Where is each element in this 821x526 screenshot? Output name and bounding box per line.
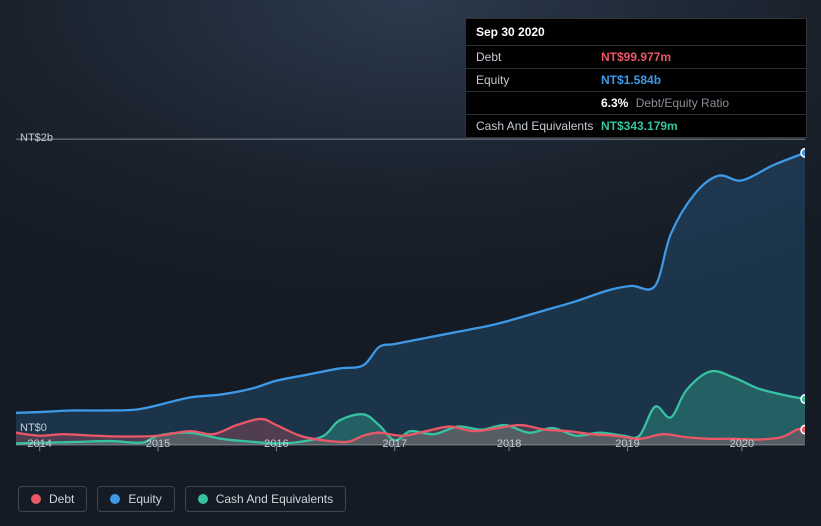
tooltip-row: Cash And EquivalentsNT$343.179m [466,115,806,137]
legend-item[interactable]: Equity [97,486,174,512]
tooltip-row-value: NT$1.584b [601,73,661,87]
y-axis-label: NT$2b [20,132,53,144]
legend-swatch [110,494,120,504]
legend-label: Debt [49,492,74,506]
chart-area[interactable]: NT$0 NT$2b 2014 2015 2016 2017 2018 2019 2020 [16,118,805,466]
chart-legend: Debt Equity Cash And Equivalents [18,486,346,512]
tooltip-row-label [476,96,601,110]
tooltip-row-label: Debt [476,50,601,64]
legend-swatch [31,494,41,504]
legend-item[interactable]: Cash And Equivalents [185,486,346,512]
tooltip-row: 6.3% Debt/Equity Ratio [466,92,806,115]
tooltip-row-value: 6.3% Debt/Equity Ratio [601,96,729,110]
tooltip-row-label: Cash And Equivalents [476,119,601,133]
x-axis-label: 2017 [382,438,406,450]
tooltip-date: Sep 30 2020 [466,19,806,46]
chart-plot[interactable] [16,118,805,466]
x-axis-label: 2018 [497,438,521,450]
tooltip-row-value: NT$343.179m [601,119,678,133]
legend-label: Equity [128,492,161,506]
tooltip-row-extra: Debt/Equity Ratio [632,96,729,110]
legend-label: Cash And Equivalents [216,492,333,506]
x-axis-label: 2019 [615,438,639,450]
legend-item[interactable]: Debt [18,486,87,512]
x-axis-label: 2020 [730,438,754,450]
tooltip-row: EquityNT$1.584b [466,69,806,92]
y-axis-label: NT$0 [20,422,47,434]
tooltip-row-label: Equity [476,73,601,87]
chart-tooltip: Sep 30 2020 DebtNT$99.977mEquityNT$1.584… [465,18,807,138]
legend-swatch [198,494,208,504]
tooltip-row-value: NT$99.977m [601,50,671,64]
x-axis-label: 2015 [146,438,170,450]
x-axis-label: 2016 [264,438,288,450]
tooltip-row: DebtNT$99.977m [466,46,806,69]
x-axis-label: 2014 [27,438,51,450]
